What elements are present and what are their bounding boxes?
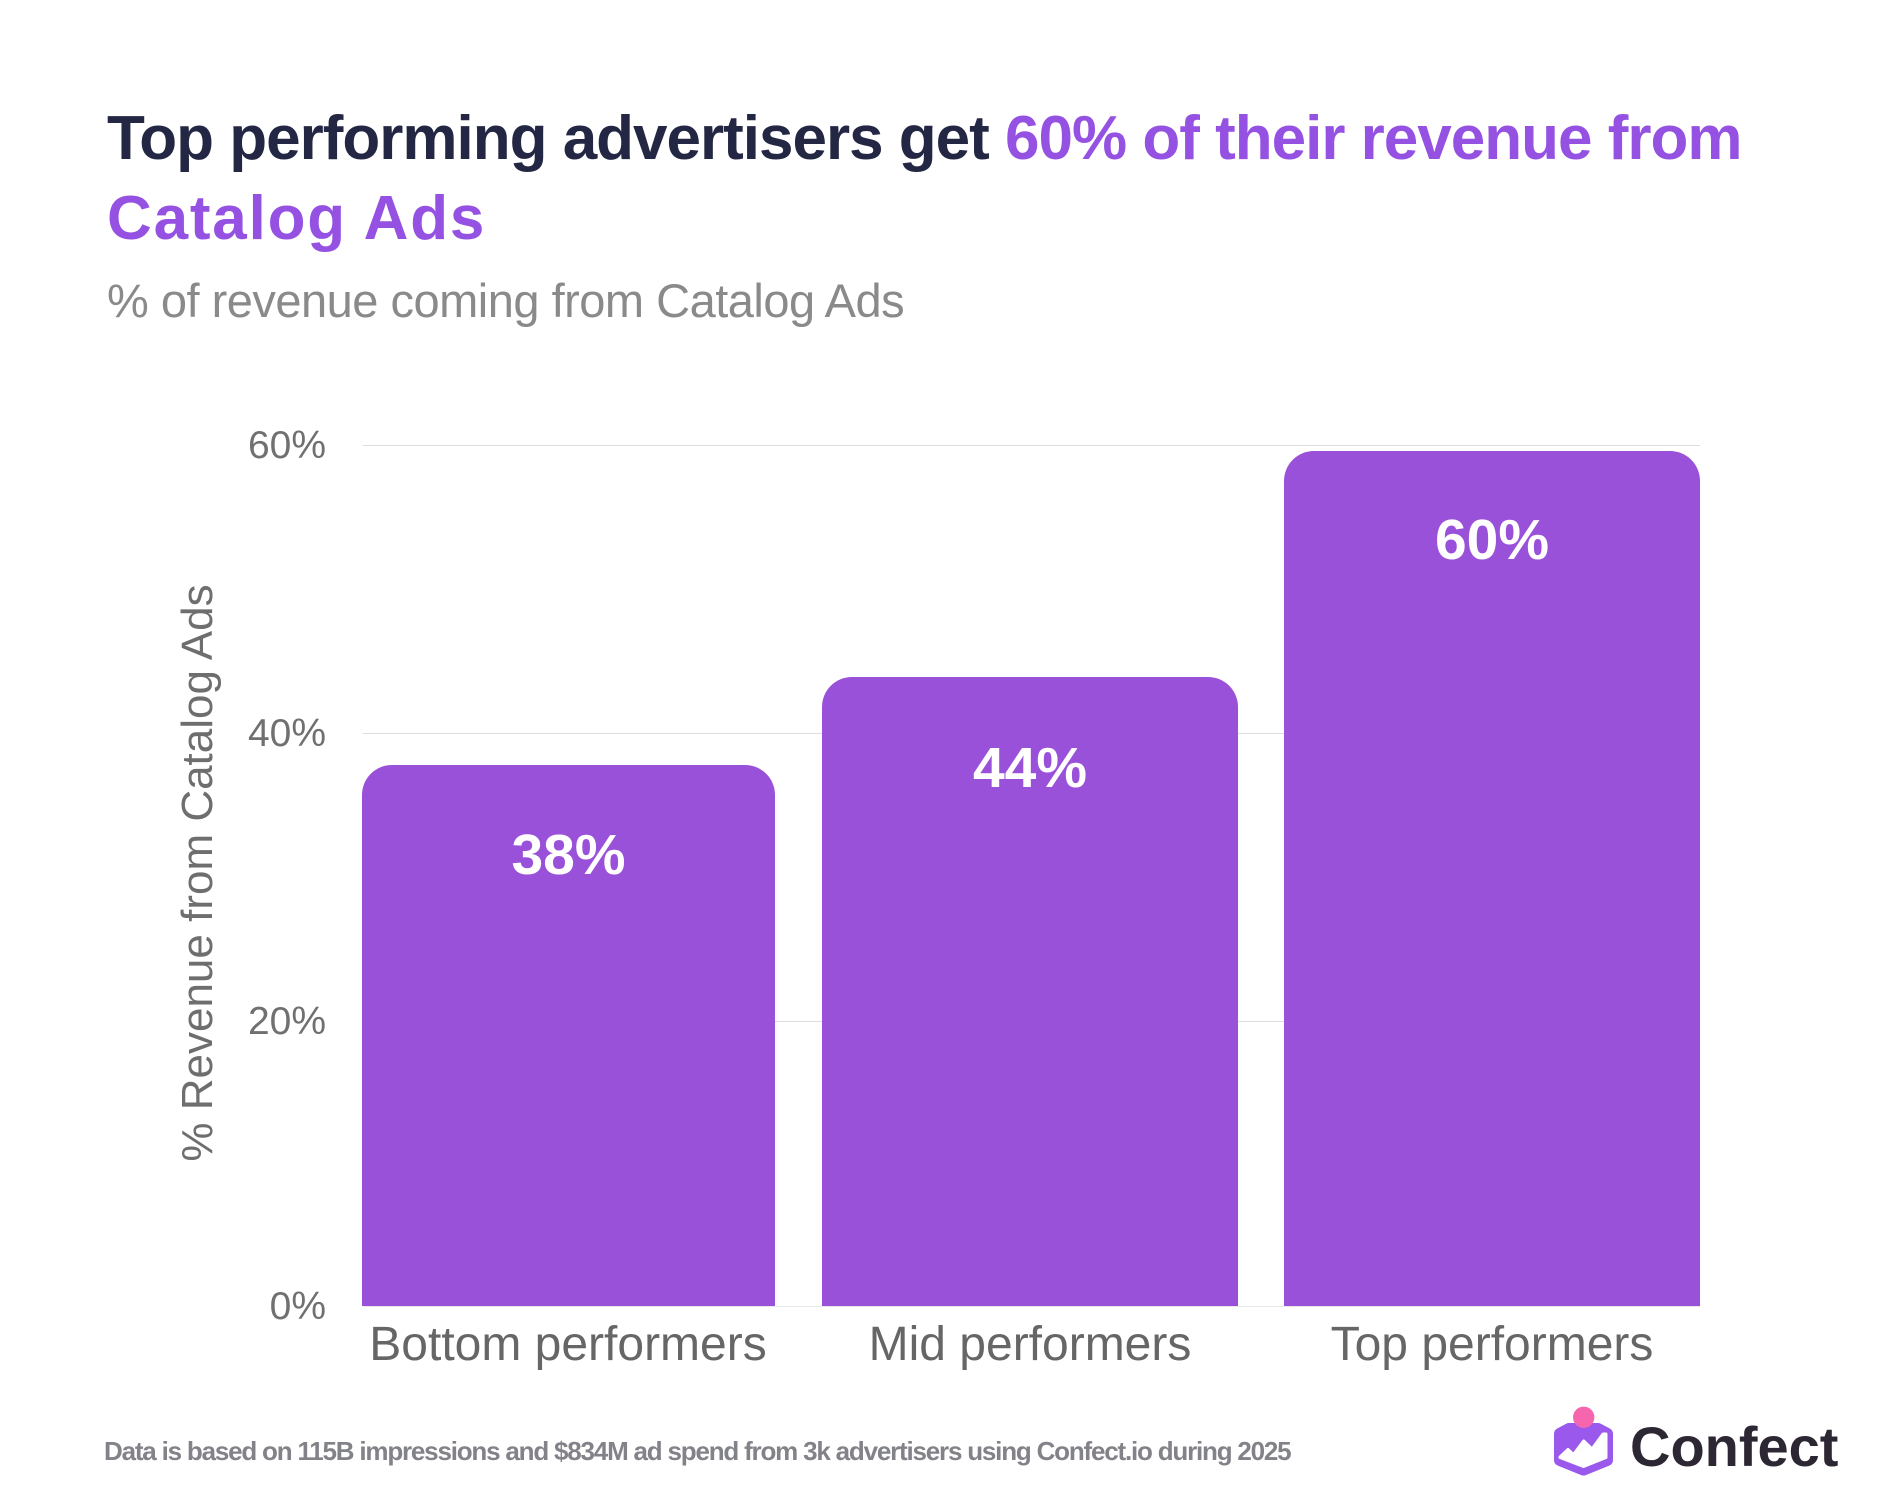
svg-text:Confect: Confect — [1630, 1415, 1838, 1478]
